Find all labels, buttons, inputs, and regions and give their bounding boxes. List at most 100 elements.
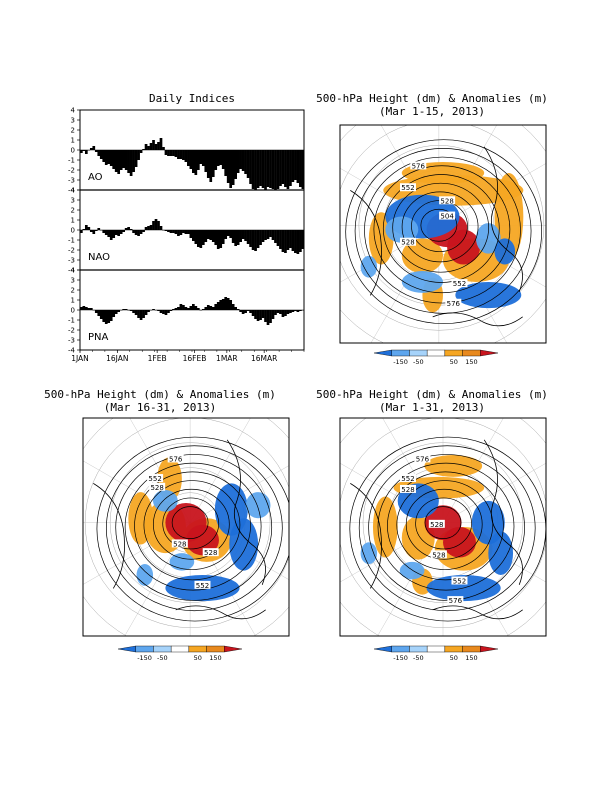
map-frame [339,417,547,637]
bar-nao [169,230,173,233]
bar-nao [274,230,277,243]
bar-nao [224,230,228,239]
bar-nao [82,229,86,230]
bar-pna [134,310,138,315]
height-contour [415,497,472,550]
height-contour [401,191,479,263]
colorbar-label: -150 [137,654,152,662]
bar-pna [164,310,168,315]
contour-label: 552 [401,184,414,192]
y-tick-label: -3 [68,177,75,185]
bar-nao [144,227,148,230]
contour-label-bg [147,474,164,483]
bar-ao [164,150,168,155]
bar-nao [219,230,223,248]
colorbar-1: -150 -50 50 150 [373,349,499,366]
contour-label: 552 [453,280,466,288]
height-contour [345,139,543,325]
y-tick-label: 1 [71,137,75,145]
colorbar-cell [444,349,463,357]
bar-ao [226,150,230,183]
colorbar-cell [373,349,392,357]
map-1: 576 552 528 504 528 552 576 [339,124,547,344]
bar-pna [289,310,292,313]
bar-pna [221,299,225,310]
bar-pna [241,310,245,314]
bar-ao [216,150,220,166]
bar-pna [129,310,133,311]
series-label-pna: PNA [88,332,109,343]
map1-title-line2: (Mar 1-15, 2013) [379,105,485,118]
bar-ao [137,150,140,160]
bar-ao [107,150,111,164]
bar-pna [211,307,215,310]
bar-nao [214,230,218,245]
bar-ao [147,146,150,150]
bar-ao [204,150,208,172]
bar-nao [157,221,160,230]
bar-nao [129,229,133,230]
height-contour [377,462,515,591]
anomaly-region [186,524,219,556]
bar-ao [269,150,272,188]
bar-pna [97,310,101,316]
contour-label: 552 [148,475,161,483]
contour-label: 528 [432,551,445,559]
bar-ao [82,150,86,151]
bar-nao [177,230,180,236]
bar-pna [271,310,275,319]
bar-pna [169,310,173,311]
bar-ao [97,150,101,156]
height-contour [124,462,262,591]
bar-pna [192,304,195,310]
bar-nao [112,230,116,238]
y-tick-label: -4 [68,347,76,355]
bar-ao [211,150,215,177]
bar-pna [216,302,220,310]
colorbar-label: 50 [450,654,458,662]
bar-nao [236,230,240,245]
x-tick-label: 16MAR [251,354,277,363]
bar-pna [139,310,143,320]
bar-ao [259,150,262,186]
coastline [350,190,382,296]
bar-ao [177,150,180,159]
height-contour [358,445,536,612]
bar-ao [271,150,275,189]
coastline [226,439,266,585]
bar-pna [284,310,287,316]
bar-ao [119,150,123,170]
bar-pna [226,298,230,310]
colorbar-cell [444,645,463,653]
y-tick-label: -1 [68,157,75,165]
bar-pna [266,310,270,325]
bar-ao [94,150,98,152]
colorbar-label: -50 [413,358,424,366]
bar-pna [234,307,237,310]
bar-pna [204,307,208,310]
x-tick-label: 16JAN [106,354,128,363]
bar-pna [294,310,297,311]
y-tick-label: -2 [68,327,75,335]
bar-nao [80,230,83,233]
y-tick-label: 3 [71,277,75,285]
colorbar-cell [117,645,136,653]
bar-ao [162,147,165,150]
bar-ao [172,150,175,156]
y-tick-label: -4 [68,267,76,275]
bar-ao [284,150,287,187]
colorbar-cell [206,645,225,653]
bar-ao [296,150,300,183]
contour-label-bg [399,474,416,483]
x-tick-label: 1MAR [216,354,238,363]
y-tick-label: 2 [71,207,75,215]
indices-title: Daily Indices [148,92,236,105]
bar-ao [102,150,106,162]
bar-pna [187,308,190,310]
bar-pna [174,308,178,310]
bar-nao [231,230,235,243]
anomaly-region [443,527,476,558]
bar-ao [154,144,158,150]
bar-nao [299,230,302,252]
contour-label: 576 [447,300,461,308]
